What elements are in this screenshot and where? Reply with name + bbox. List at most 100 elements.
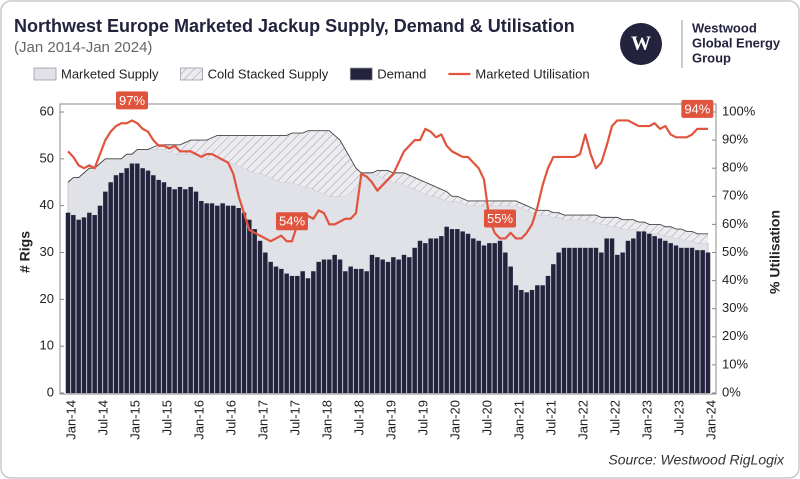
bar bbox=[236, 208, 241, 393]
bar bbox=[252, 229, 257, 393]
bar bbox=[471, 238, 476, 393]
bar bbox=[593, 247, 599, 393]
bar bbox=[375, 257, 380, 393]
bar bbox=[337, 259, 343, 393]
bar bbox=[145, 170, 151, 393]
x-tick-label: Jul-19 bbox=[415, 400, 430, 435]
y-tick-label: 30 bbox=[40, 244, 54, 259]
bar bbox=[151, 175, 156, 393]
bar bbox=[689, 247, 695, 393]
bar bbox=[652, 236, 657, 393]
x-tick-label: Jul-14 bbox=[95, 400, 110, 435]
y2-tick-label: 100% bbox=[722, 103, 756, 118]
x-tick-label: Jul-20 bbox=[479, 400, 494, 435]
x-tick-label: Jan-14 bbox=[63, 400, 78, 440]
bar bbox=[519, 289, 524, 393]
logo-mark bbox=[620, 23, 662, 65]
legend-label: Cold Stacked Supply bbox=[208, 66, 329, 81]
bar bbox=[684, 247, 689, 393]
bar bbox=[535, 285, 540, 393]
bar bbox=[631, 238, 636, 393]
data-label-box bbox=[276, 212, 308, 231]
bar bbox=[289, 275, 295, 393]
bar bbox=[609, 238, 615, 393]
bar bbox=[97, 205, 103, 393]
data-label: 54% bbox=[279, 214, 305, 229]
plot-frame bbox=[59, 103, 717, 395]
y-tick-label: 20 bbox=[40, 291, 54, 306]
bar bbox=[572, 247, 577, 393]
bar bbox=[700, 250, 705, 393]
x-tick-label: Jul-15 bbox=[159, 400, 174, 435]
legend-label: Marketed Utilisation bbox=[475, 66, 589, 81]
bar bbox=[391, 257, 396, 393]
y-axis-label: # Rigs bbox=[17, 231, 33, 273]
bar bbox=[428, 238, 433, 393]
bar bbox=[273, 266, 279, 393]
data-label-box bbox=[681, 99, 714, 118]
bar bbox=[620, 252, 625, 393]
x-tick-label: Jan-21 bbox=[511, 400, 526, 440]
data-label: 94% bbox=[684, 101, 710, 116]
y-tick-label: 40 bbox=[40, 197, 54, 212]
bar bbox=[625, 240, 631, 393]
chart-subtitle: (Jan 2014-Jan 2024) bbox=[14, 39, 152, 56]
legend-label: Demand bbox=[377, 66, 426, 81]
bar bbox=[668, 243, 673, 393]
y2-tick-label: 40% bbox=[722, 272, 748, 287]
bar bbox=[183, 189, 188, 393]
bar bbox=[343, 271, 348, 393]
logo-text: Westwood bbox=[692, 20, 757, 35]
bar bbox=[705, 252, 711, 393]
x-tick-label: Jul-18 bbox=[351, 400, 366, 435]
bar bbox=[497, 240, 503, 393]
y2-tick-label: 90% bbox=[722, 132, 748, 147]
legend-swatch bbox=[349, 67, 373, 81]
bar bbox=[487, 243, 492, 393]
bar bbox=[364, 271, 369, 393]
bar bbox=[540, 285, 545, 393]
bar bbox=[215, 205, 220, 393]
y-tick-label: 10 bbox=[40, 338, 54, 353]
x-tick-label: Jan-17 bbox=[255, 400, 270, 440]
bar bbox=[199, 200, 204, 393]
chart-title: Northwest Europe Marketed Jackup Supply,… bbox=[14, 16, 575, 36]
bar bbox=[167, 186, 172, 393]
bar bbox=[172, 189, 177, 393]
area-cold-stacked bbox=[68, 130, 708, 244]
bar bbox=[588, 247, 593, 393]
x-tick-label: Jul-17 bbox=[287, 400, 302, 435]
x-tick-label: Jul-22 bbox=[607, 400, 622, 435]
bar bbox=[380, 259, 385, 393]
data-label-box bbox=[116, 91, 148, 110]
source-note: Source: Westwood RigLogix bbox=[608, 452, 785, 468]
bar bbox=[401, 254, 407, 393]
bar bbox=[113, 175, 119, 393]
bar bbox=[316, 261, 321, 393]
x-tick-label: Jan-22 bbox=[575, 400, 590, 440]
bar bbox=[503, 252, 508, 393]
bar bbox=[92, 215, 97, 393]
bar bbox=[551, 264, 556, 393]
x-tick-label: Jul-16 bbox=[223, 400, 238, 435]
bar bbox=[369, 254, 375, 393]
bar bbox=[103, 191, 108, 393]
bar bbox=[188, 186, 193, 393]
logo-letter: W bbox=[631, 33, 651, 55]
bar bbox=[577, 247, 583, 393]
bar bbox=[279, 268, 284, 393]
bar bbox=[300, 271, 305, 393]
bar bbox=[407, 257, 412, 393]
bar bbox=[492, 243, 497, 393]
bar bbox=[348, 266, 353, 393]
bar bbox=[604, 238, 609, 393]
bar bbox=[220, 203, 225, 393]
bar bbox=[247, 219, 252, 393]
bar bbox=[460, 231, 465, 393]
bar bbox=[311, 271, 316, 393]
bar bbox=[545, 275, 551, 393]
y2-tick-label: 10% bbox=[722, 356, 748, 371]
x-tick-label: Jan-23 bbox=[639, 400, 654, 440]
bar bbox=[87, 212, 92, 393]
